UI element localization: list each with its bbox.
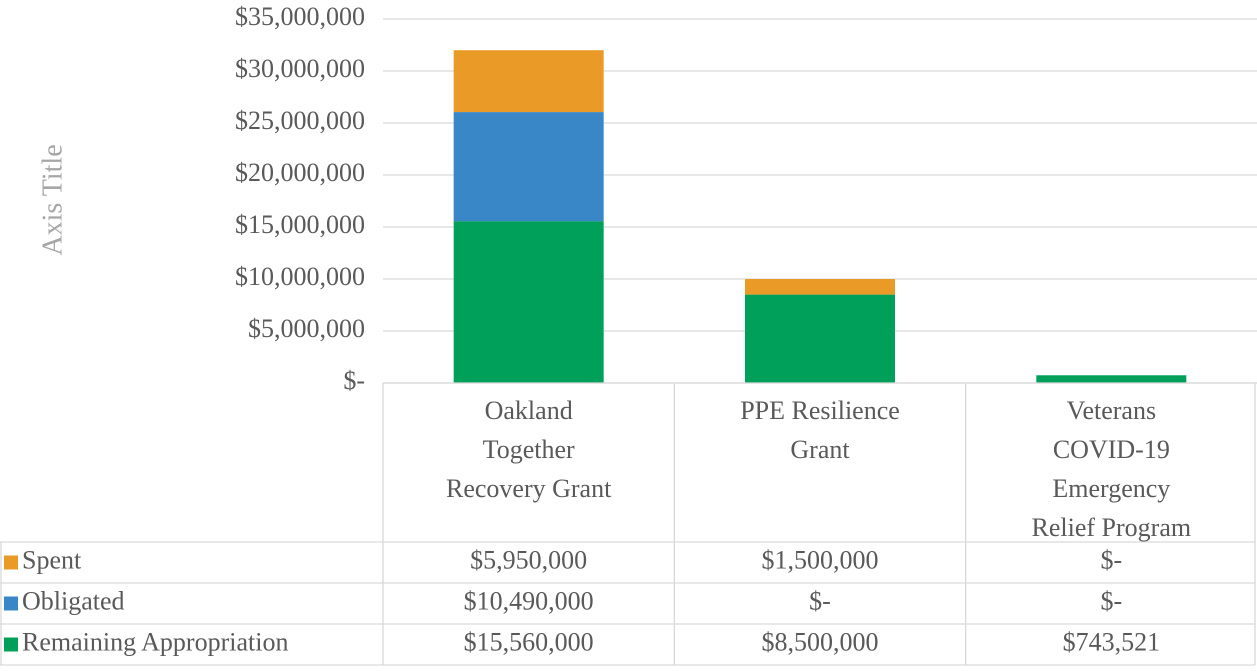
table-value: $10,490,000 bbox=[464, 586, 594, 615]
table-value: $5,950,000 bbox=[470, 545, 587, 574]
legend-key bbox=[4, 555, 18, 570]
table-value: $1,500,000 bbox=[762, 545, 879, 574]
bar-segment bbox=[745, 279, 895, 295]
table-value: $743,521 bbox=[1063, 627, 1161, 656]
y-axis-title: Axis Title bbox=[37, 144, 68, 255]
table-value: $- bbox=[1100, 545, 1122, 574]
legend-label: Spent bbox=[22, 545, 82, 574]
bar-segment bbox=[453, 221, 604, 383]
bar-segment bbox=[453, 112, 604, 222]
y-tick-label: $25,000,000 bbox=[235, 106, 365, 135]
table-value: $- bbox=[809, 586, 831, 615]
bar-segment bbox=[1036, 375, 1187, 383]
legend-label: Obligated bbox=[22, 586, 125, 615]
y-tick-label: $15,000,000 bbox=[235, 210, 365, 239]
table-value: $8,500,000 bbox=[762, 627, 879, 656]
table-value: $- bbox=[1100, 586, 1122, 615]
x-tick-label: PPE Resilience Grant bbox=[740, 396, 900, 464]
legend-label: Remaining Appropriation bbox=[22, 627, 288, 656]
legend-key bbox=[4, 596, 18, 611]
legend-key bbox=[4, 637, 18, 652]
y-tick-label: $10,000,000 bbox=[235, 262, 365, 291]
table-value: $15,560,000 bbox=[464, 627, 594, 656]
y-tick-label: $30,000,000 bbox=[235, 54, 365, 83]
x-tick-label: Veterans COVID-19 Emergency Relief Progr… bbox=[1031, 396, 1192, 542]
y-tick-label: $5,000,000 bbox=[248, 314, 365, 343]
bar-segment bbox=[453, 50, 604, 113]
y-tick-label: $35,000,000 bbox=[235, 2, 365, 31]
x-tick-label: Oakland Together Recovery Grant bbox=[445, 396, 612, 503]
y-tick-label: $20,000,000 bbox=[235, 158, 365, 187]
y-tick-label: $- bbox=[343, 366, 365, 395]
bar-segment bbox=[745, 294, 895, 383]
